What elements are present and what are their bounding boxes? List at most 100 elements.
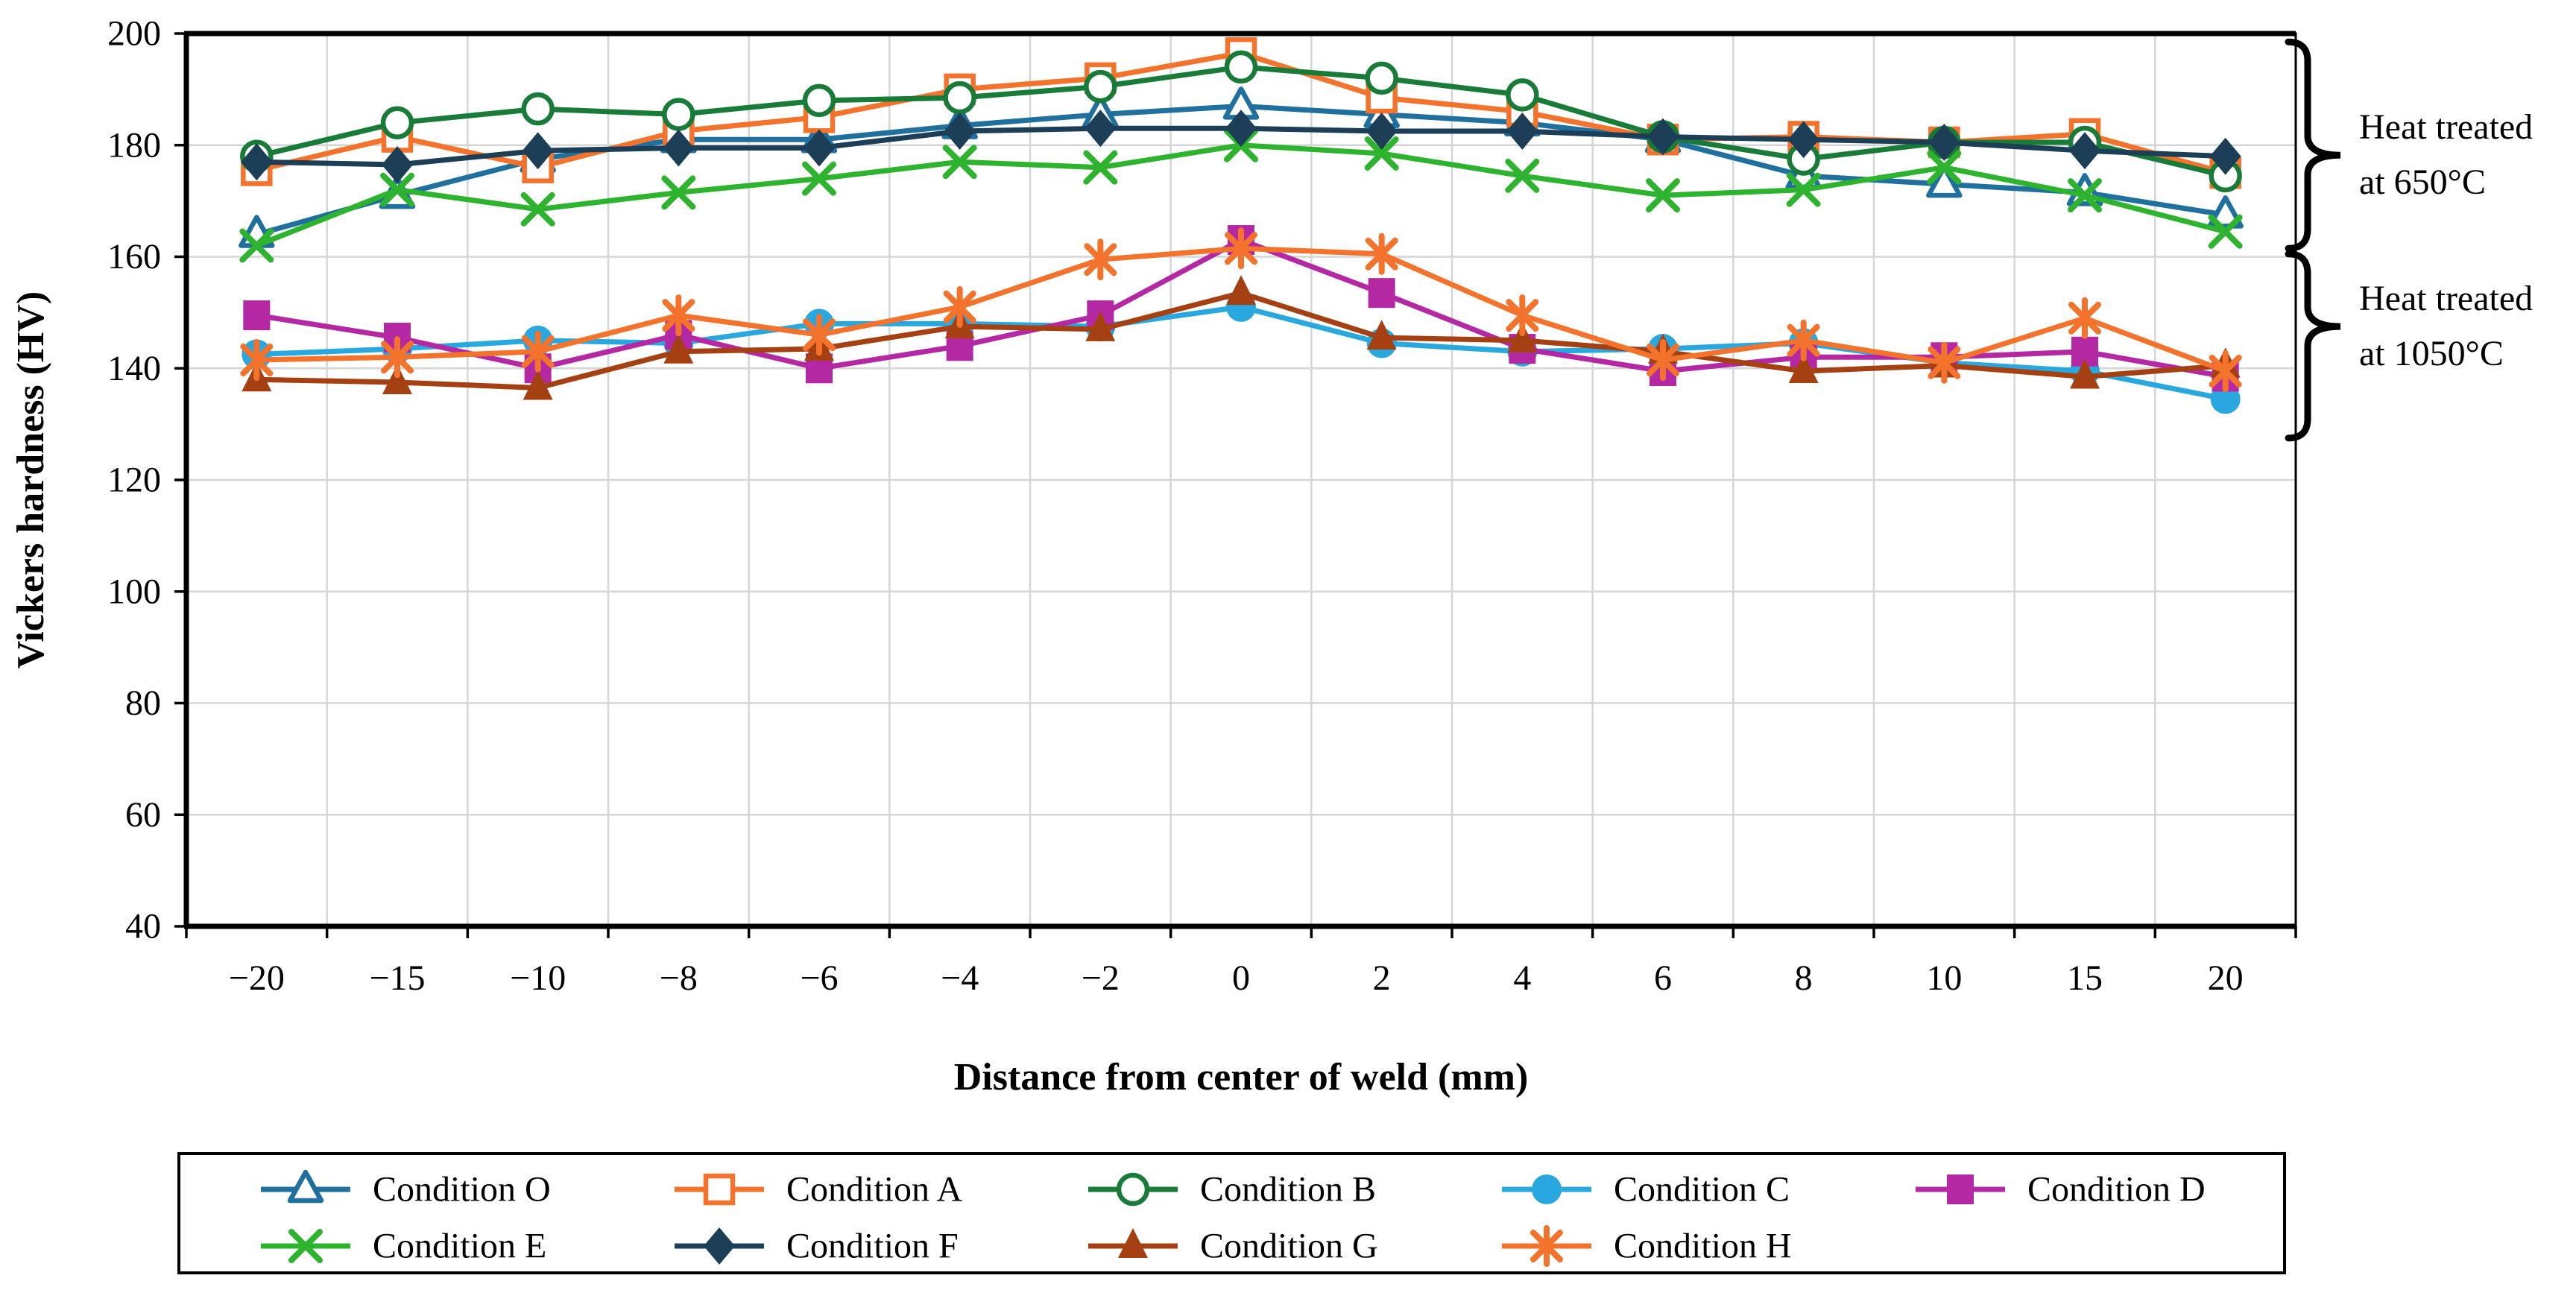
marker-asterisk bbox=[1647, 339, 1679, 382]
circle-filled-glyph bbox=[1532, 1174, 1562, 1204]
x-tick-label: 8 bbox=[1795, 958, 1813, 998]
marker-circle-filled bbox=[1532, 1174, 1562, 1204]
legend-item-condition-o: Condition O bbox=[261, 1170, 551, 1210]
legend-box bbox=[177, 1152, 2286, 1274]
x-tick-label: −4 bbox=[941, 958, 979, 998]
x-tick-label: 10 bbox=[1926, 958, 1962, 998]
x-glyph bbox=[1786, 172, 1821, 207]
triangle-filled-glyph bbox=[523, 370, 553, 400]
circle-open-glyph bbox=[802, 83, 836, 118]
y-tick-label: 60 bbox=[125, 795, 161, 835]
x-glyph bbox=[1505, 158, 1540, 193]
marker-circle-open bbox=[802, 83, 836, 118]
triangle-open-glyph bbox=[287, 1169, 324, 1204]
x-tick-label: 15 bbox=[2067, 958, 2103, 998]
marker-x bbox=[239, 228, 274, 263]
marker-square-filled bbox=[1368, 278, 1395, 309]
diamond-filled-glyph bbox=[1787, 121, 1819, 159]
marker-diamond-filled bbox=[1085, 110, 1117, 148]
asterisk-glyph bbox=[662, 299, 695, 332]
x-tick-label: −2 bbox=[1082, 958, 1120, 998]
x-glyph bbox=[1646, 178, 1680, 213]
series-layer bbox=[239, 37, 2244, 414]
marker-x bbox=[2068, 178, 2102, 213]
asterisk-glyph bbox=[2209, 354, 2242, 388]
marker-asterisk bbox=[240, 339, 274, 382]
marker-diamond-filled bbox=[704, 1227, 735, 1265]
marker-triangle-filled bbox=[1118, 1228, 1148, 1258]
marker-asterisk bbox=[1365, 233, 1398, 275]
marker-asterisk bbox=[2209, 350, 2242, 392]
marker-square-filled bbox=[243, 300, 271, 331]
y-tick-label: 180 bbox=[107, 125, 161, 165]
curly-brace bbox=[2285, 38, 2341, 252]
legend-item-condition-e: Condition E bbox=[261, 1227, 546, 1266]
x-axis-title: Distance from center of weld (mm) bbox=[954, 1056, 1529, 1098]
asterisk-glyph bbox=[1365, 237, 1398, 271]
legend-item-condition-a: Condition A bbox=[675, 1170, 962, 1210]
x-glyph bbox=[520, 192, 555, 227]
x-tick-label: 6 bbox=[1654, 958, 1672, 998]
marker-square-filled bbox=[1947, 1174, 1974, 1204]
x-tick-label: −20 bbox=[229, 958, 285, 998]
marker-diamond-filled bbox=[1647, 118, 1679, 156]
marker-x bbox=[1646, 178, 1680, 213]
diamond-filled-glyph bbox=[1366, 113, 1398, 151]
annotation-line-2: at 650°C bbox=[2359, 162, 2486, 202]
circle-open-glyph bbox=[1224, 50, 1258, 84]
triangle-filled-glyph bbox=[2070, 358, 2100, 389]
legend: Condition O Condition A Condition B Conditi… bbox=[177, 1152, 2286, 1274]
x-tick-label: −6 bbox=[800, 958, 838, 998]
diamond-filled-glyph bbox=[382, 145, 413, 183]
x-glyph bbox=[380, 172, 414, 207]
y-tick-label: 80 bbox=[125, 683, 161, 723]
asterisk-glyph bbox=[1530, 1230, 1563, 1262]
annotation-group: Heat treated at 650°C bbox=[2285, 38, 2533, 252]
legend-item-condition-h: Condition H bbox=[1502, 1225, 1792, 1267]
asterisk-glyph bbox=[1647, 344, 1679, 377]
legend-item-label: Condition A bbox=[786, 1170, 962, 1210]
x-tick-label: −10 bbox=[510, 958, 566, 998]
asterisk-glyph bbox=[1928, 346, 1961, 379]
marker-circle-open bbox=[662, 98, 695, 131]
circle-open-glyph bbox=[1116, 1172, 1150, 1207]
marker-asterisk bbox=[943, 285, 976, 328]
marker-triangle-filled bbox=[1507, 322, 1538, 352]
marker-circle-open bbox=[521, 92, 555, 126]
diamond-filled-glyph bbox=[1928, 124, 1960, 162]
triangle-filled-glyph bbox=[382, 364, 412, 394]
triangle-filled-glyph bbox=[1085, 311, 1116, 341]
marker-diamond-filled bbox=[1225, 110, 1257, 148]
marker-circle-open bbox=[1506, 78, 1539, 112]
x-glyph bbox=[2068, 178, 2102, 213]
marker-diamond-filled bbox=[663, 129, 695, 167]
circle-open-glyph bbox=[380, 106, 414, 140]
x-glyph bbox=[239, 228, 274, 263]
legend-item-label: Condition O bbox=[373, 1170, 551, 1210]
x-glyph bbox=[2208, 214, 2243, 249]
diamond-filled-glyph bbox=[2069, 132, 2100, 170]
y-tick-label: 120 bbox=[107, 461, 161, 500]
asterisk-glyph bbox=[803, 318, 836, 352]
legend-item-condition-d: Condition D bbox=[1916, 1170, 2206, 1210]
marker-diamond-filled bbox=[522, 132, 554, 170]
x-glyph bbox=[942, 145, 977, 180]
marker-diamond-filled bbox=[1366, 113, 1398, 151]
marker-x bbox=[661, 175, 696, 210]
legend-item-label: Condition H bbox=[1614, 1227, 1792, 1266]
legend-item-condition-f: Condition F bbox=[675, 1227, 959, 1266]
annotation-group: Heat treated at 1050°C bbox=[2285, 250, 2533, 442]
diamond-filled-glyph bbox=[1225, 110, 1257, 148]
x-glyph bbox=[661, 175, 696, 210]
marker-x bbox=[1927, 150, 1962, 185]
annotations: Heat treated at 650°C Heat treated at 1050°… bbox=[2285, 38, 2533, 442]
y-axis-title: Vickers hardness (HV) bbox=[10, 291, 52, 669]
legend-item-condition-b: Condition B bbox=[1088, 1170, 1376, 1210]
marker-x bbox=[2208, 214, 2243, 249]
x-tick-label: −8 bbox=[660, 958, 698, 998]
diamond-filled-glyph bbox=[804, 129, 835, 167]
legend-item-condition-g: Condition G bbox=[1088, 1227, 1378, 1266]
x-tick-label: 2 bbox=[1373, 958, 1391, 998]
asterisk-glyph bbox=[1787, 323, 1820, 357]
